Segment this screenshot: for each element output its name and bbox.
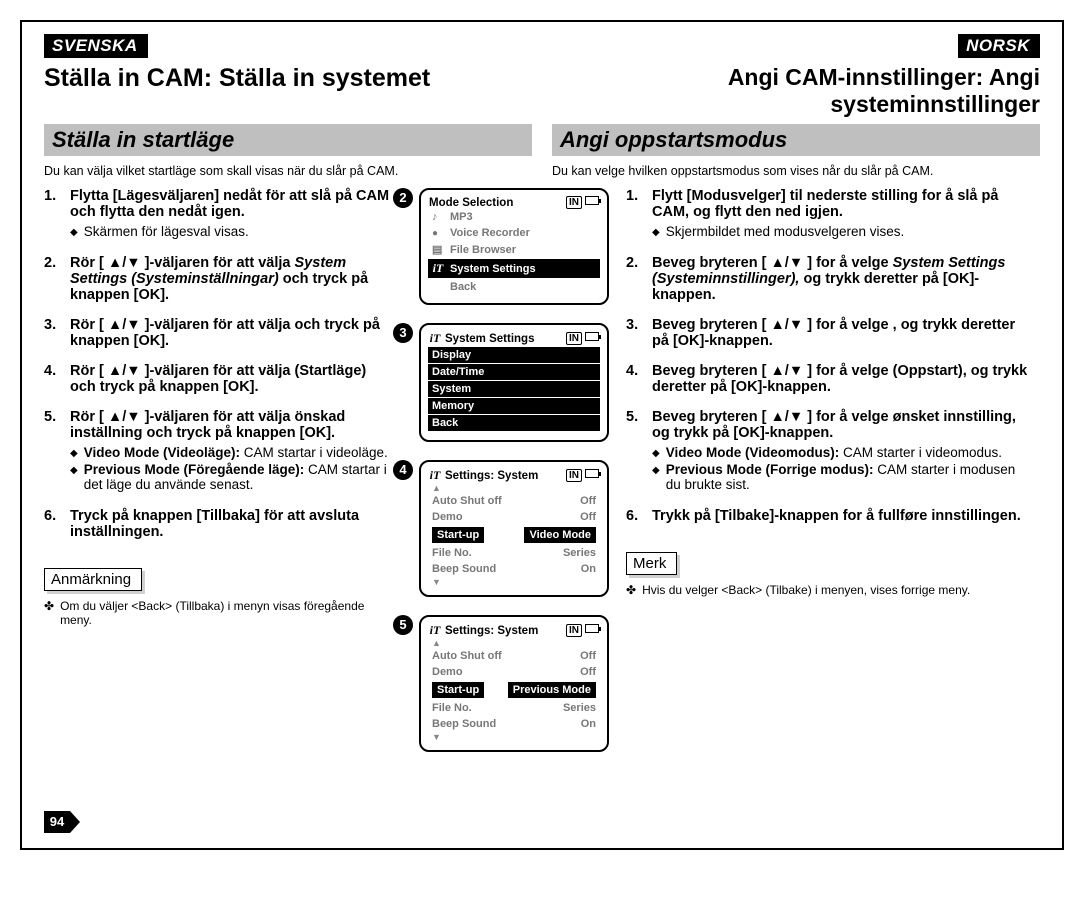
menu-row: Start-upVideo Mode: [429, 525, 599, 545]
title-no: Angi CAM-innstillinger: Angi systeminnst…: [532, 64, 1040, 118]
step: 3.Beveg bryteren [ ▲/▼ ] for å velge , o…: [626, 317, 1030, 349]
step: 4.Rör [ ▲/▼ ]-väljaren för att välja (St…: [44, 363, 392, 395]
menu-row: ▤File Browser: [429, 241, 599, 258]
screen-2: 2 Mode SelectionIN ♪MP3●Voice Recorder▤F…: [419, 188, 609, 305]
note-head-sv: Anmärkning: [44, 568, 142, 591]
step: 5.Beveg bryteren [ ▲/▼ ] for å velge øns…: [626, 409, 1030, 494]
menu-row: File No.Series: [429, 700, 599, 716]
step: 1.Flytta [Lägesväljaren] nedåt för att s…: [44, 188, 392, 241]
note-sv: Om du väljer <Back> (Tillbaka) i menyn v…: [44, 599, 392, 627]
menu-row: Date/Time: [428, 364, 600, 380]
menu-row: Auto Shut offOff: [429, 493, 599, 509]
subhead-sv: Ställa in startläge: [44, 124, 532, 156]
step: 3.Rör [ ▲/▼ ]-väljaren för att välja och…: [44, 317, 392, 349]
subhead-no: Angi oppstartsmodus: [552, 124, 1040, 156]
menu-row: Display: [428, 347, 600, 363]
menu-row: Start-upPrevious Mode: [429, 680, 599, 700]
menu-row: iTSystem Settings: [428, 259, 600, 278]
menu-row: DemoOff: [429, 664, 599, 680]
menu-row: Back: [428, 415, 600, 431]
intro-sv: Du kan välja vilket startläge som skall …: [44, 164, 532, 178]
screen-3: 3 iTSystem SettingsIN DisplayDate/TimeSy…: [419, 323, 609, 442]
step: 5.Rör [ ▲/▼ ]-väljaren för att välja öns…: [44, 409, 392, 494]
menu-row: ●Voice Recorder: [429, 225, 599, 241]
steps-no: 1.Flytt [Modusvelger] til nederste still…: [626, 188, 1030, 524]
menu-row: Back: [429, 279, 599, 295]
menu-row: File No.Series: [429, 545, 599, 561]
title-sv: Ställa in CAM: Ställa in systemet: [44, 64, 532, 93]
note-head-no: Merk: [626, 552, 677, 575]
step: 6.Tryck på knappen [Tillbaka] för att av…: [44, 508, 392, 540]
menu-row: Beep SoundOn: [429, 561, 599, 577]
menu-row: Beep SoundOn: [429, 716, 599, 732]
menu-row: ♪MP3: [429, 209, 599, 225]
note-no: Hvis du velger <Back> (Tilbake) i menyen…: [626, 583, 1030, 597]
step: 6.Trykk på [Tilbake]-knappen for å fullf…: [626, 508, 1030, 524]
lang-no: NORSK: [958, 34, 1040, 58]
screen-4: 4 iTSettings: SystemIN ▲ Auto Shut offOf…: [419, 460, 609, 597]
menu-row: System: [428, 381, 600, 397]
steps-sv: 1.Flytta [Lägesväljaren] nedåt för att s…: [44, 188, 392, 540]
step: 4.Beveg bryteren [ ▲/▼ ] for å velge (Op…: [626, 363, 1030, 395]
intro-no: Du kan velge hvilken oppstartsmodus som …: [552, 164, 1040, 178]
step: 2.Beveg bryteren [ ▲/▼ ] for å velge Sys…: [626, 255, 1030, 303]
menu-row: DemoOff: [429, 509, 599, 525]
step: 2.Rör [ ▲/▼ ]-väljaren för att välja Sys…: [44, 255, 392, 303]
menu-row: Memory: [428, 398, 600, 414]
step: 1.Flytt [Modusvelger] til nederste still…: [626, 188, 1030, 241]
menu-row: Auto Shut offOff: [429, 648, 599, 664]
screen-5: 5 iTSettings: SystemIN ▲ Auto Shut offOf…: [419, 615, 609, 752]
page-number: 94: [44, 811, 70, 833]
lang-sv: SVENSKA: [44, 34, 148, 58]
